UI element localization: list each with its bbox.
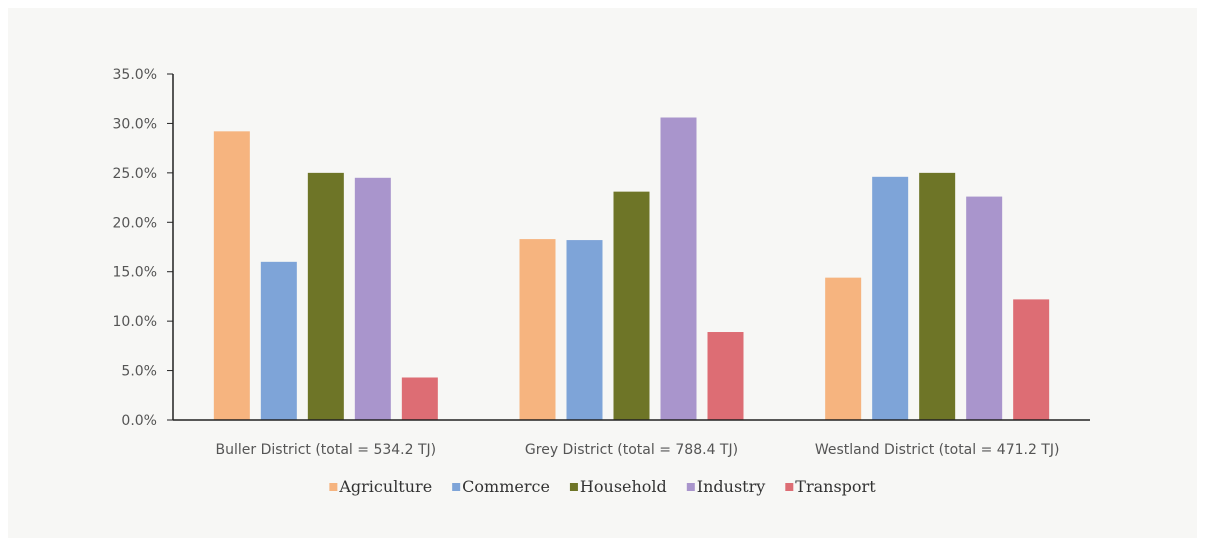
bar-commerce-1 <box>260 261 297 420</box>
y-tick-label: 35.0% <box>113 67 157 83</box>
legend-item-transport: Transport <box>785 477 876 496</box>
bars <box>213 117 1050 421</box>
legend-item-household: Household <box>569 477 667 496</box>
x-axis: Buller District (total = 534.2 TJ) Grey D… <box>173 419 1090 458</box>
bar-transport-2 <box>707 332 744 420</box>
x-category-label: Grey District (total = 788.4 TJ) <box>525 442 738 458</box>
bar-agriculture-3 <box>825 277 862 420</box>
legend-swatch <box>686 483 695 491</box>
legend-label: Agriculture <box>338 477 432 496</box>
bar-household-1 <box>307 172 344 420</box>
legend-item-commerce: Commerce <box>452 477 550 496</box>
legend-item-industry: Industry <box>686 477 766 496</box>
bar-transport-3 <box>1013 299 1050 420</box>
y-tick-label: 5.0% <box>121 364 157 380</box>
legend-label: Household <box>580 477 667 496</box>
legend-label: Industry <box>697 477 766 496</box>
y-tick-label: 15.0% <box>113 265 157 281</box>
bar-industry-1 <box>354 177 391 420</box>
legend-item-agriculture: Agriculture <box>329 477 432 496</box>
bar-industry-2 <box>660 117 697 421</box>
y-tick-label: 25.0% <box>113 166 157 182</box>
bar-commerce-2 <box>566 240 603 420</box>
legend-swatch <box>785 483 794 491</box>
bar-chart: 0.0% 5.0% 10.0% 15.0% 20.0% 25.0% 30.0% 35.0% B… <box>113 67 1090 496</box>
chart-panel: 0.0% 5.0% 10.0% 15.0% 20.0% 25.0% 30.0% 35.0% B… <box>8 8 1197 538</box>
y-axis: 0.0% 5.0% 10.0% 15.0% 20.0% 25.0% 30.0% 35.0% <box>113 67 174 429</box>
bar-industry-3 <box>966 196 1003 420</box>
y-tick-label: 10.0% <box>113 314 157 330</box>
y-tick-label: 20.0% <box>113 215 157 231</box>
legend-swatch <box>329 483 338 491</box>
bar-agriculture-2 <box>519 239 556 420</box>
y-tick-label: 30.0% <box>113 116 157 132</box>
x-category-label: Buller District (total = 534.2 TJ) <box>216 442 437 458</box>
y-tick-label: 0.0% <box>121 413 157 429</box>
bar-commerce-3 <box>872 176 909 420</box>
bar-transport-1 <box>401 377 438 420</box>
bar-household-2 <box>613 191 650 420</box>
legend: Agriculture Commerce Household Industry Tran… <box>329 477 876 496</box>
bar-household-3 <box>919 172 956 420</box>
legend-label: Transport <box>795 477 876 496</box>
x-category-label: Westland District (total = 471.2 TJ) <box>815 442 1060 458</box>
legend-label: Commerce <box>462 477 550 496</box>
legend-swatch <box>569 483 578 491</box>
bar-agriculture-1 <box>213 131 250 420</box>
legend-swatch <box>452 483 461 491</box>
